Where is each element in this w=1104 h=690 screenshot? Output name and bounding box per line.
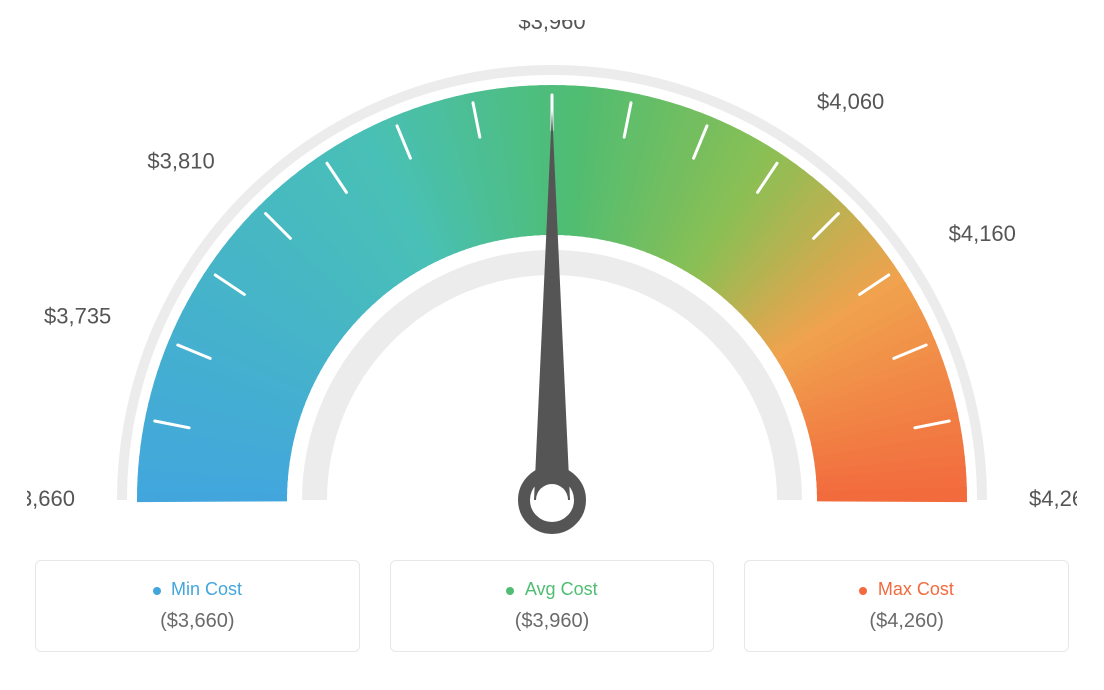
svg-text:$3,960: $3,960 [518, 20, 585, 34]
legend-card-max: Max Cost ($4,260) [744, 560, 1069, 652]
svg-text:$4,160: $4,160 [949, 221, 1016, 246]
legend-title-text-max: Max Cost [878, 579, 954, 599]
gauge-svg: $3,660 $3,735 $3,810 $3,960 $4,060 $4,160 $4,2… [27, 20, 1077, 580]
cost-gauge-chart: $3,660 $3,735 $3,810 $3,960 $4,060 $4,160 $4,2… [0, 0, 1104, 690]
legend-card-avg: Avg Cost ($3,960) [390, 560, 715, 652]
legend-title-max: Max Cost [755, 579, 1058, 600]
legend-title-text-min: Min Cost [171, 579, 242, 599]
legend-row: Min Cost ($3,660) Avg Cost ($3,960) Max … [0, 560, 1104, 652]
legend-value-max: ($4,260) [755, 610, 1058, 633]
legend-value-avg: ($3,960) [401, 610, 704, 633]
legend-dot-max [859, 587, 867, 595]
legend-title-text-avg: Avg Cost [525, 579, 598, 599]
svg-text:$3,660: $3,660 [27, 486, 75, 511]
legend-card-min: Min Cost ($3,660) [35, 560, 360, 652]
svg-text:$4,060: $4,060 [817, 89, 884, 114]
gauge-area: $3,660 $3,735 $3,810 $3,960 $4,060 $4,160 $4,2… [27, 20, 1077, 540]
legend-value-min: ($3,660) [46, 610, 349, 633]
legend-title-avg: Avg Cost [401, 579, 704, 600]
legend-title-min: Min Cost [46, 579, 349, 600]
legend-dot-min [153, 587, 161, 595]
svg-text:$3,735: $3,735 [44, 303, 111, 328]
svg-text:$3,810: $3,810 [147, 149, 214, 174]
legend-dot-avg [506, 587, 514, 595]
svg-text:$4,260: $4,260 [1029, 486, 1077, 511]
